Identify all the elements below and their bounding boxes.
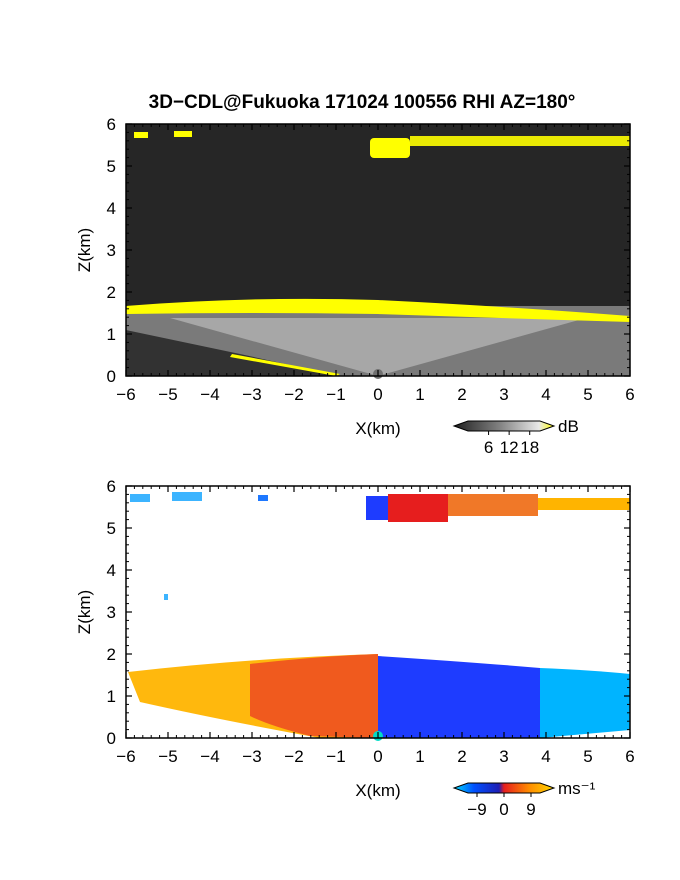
- velocity-fragment-1: [130, 494, 150, 502]
- x-tick-label: −4: [200, 747, 219, 766]
- y-tick-label: 2: [107, 645, 116, 664]
- velocity-fragment-3: [258, 495, 268, 501]
- cloud-echo-fragment-2: [174, 131, 192, 137]
- velocity-colorbar-tick-label: 0: [499, 800, 508, 819]
- x-tick-label: −1: [326, 385, 345, 404]
- velocity-field: [128, 492, 630, 741]
- y-tick-label: 5: [107, 519, 116, 538]
- ground-clutter-echo: [230, 354, 340, 376]
- x-tick-label: 4: [541, 747, 550, 766]
- reflectivity-y-label: Z(km): [75, 228, 94, 272]
- y-tick-label: 3: [107, 603, 116, 622]
- x-tick-label: 5: [583, 385, 592, 404]
- velocity-colorbar-gradient: [452, 782, 556, 794]
- velocity-axes: −6 −5 −4 −3 −2 −1 0 1 2 3 4 5 6 0 1 2 3 4 5 6: [107, 477, 635, 766]
- x-tick-label: 0: [373, 385, 382, 404]
- velocity-colorbar-unit: ms⁻¹: [558, 779, 596, 798]
- x-tick-label: 2: [457, 747, 466, 766]
- x-tick-label: −3: [242, 385, 261, 404]
- velocity-panel: −6 −5 −4 −3 −2 −1 0 1 2 3 4 5 6 0 1 2 3 4 5 6 X(km) Z(km) −…: [75, 477, 635, 819]
- y-tick-label: 4: [107, 561, 116, 580]
- cloud-velocity-tail-1: [448, 494, 538, 516]
- x-tick-label: −2: [284, 385, 303, 404]
- velocity-fragment-2: [172, 492, 202, 501]
- velocity-recede-core: [378, 656, 540, 738]
- velocity-fragment-4: [164, 594, 168, 600]
- y-tick-label: 1: [107, 687, 116, 706]
- reflectivity-colorbar-gradient: [452, 420, 556, 432]
- x-tick-label: −6: [116, 385, 135, 404]
- reflectivity-x-label: X(km): [355, 419, 400, 438]
- cloud-echo-fragment-1: [134, 132, 148, 138]
- y-tick-label: 0: [107, 729, 116, 748]
- y-tick-label: 6: [107, 115, 116, 134]
- x-tick-label: −4: [200, 385, 219, 404]
- reflectivity-colorbar-tick-label: 18: [520, 438, 539, 457]
- velocity-approach-core: [250, 654, 378, 738]
- reflectivity-axes: −6 −5 −4 −3 −2 −1 0 1 2 3 4 5 6 0 1 2 3 4 5 6: [107, 115, 635, 404]
- velocity-x-label: X(km): [355, 781, 400, 800]
- chart-title: 3D−CDL@Fukuoka 171024 100556 RHI AZ=180°: [149, 92, 576, 113]
- velocity-colorbar-tick-label: 9: [526, 800, 535, 819]
- x-tick-label: 6: [625, 747, 634, 766]
- velocity-colorbar-tick-label: −9: [467, 800, 486, 819]
- x-tick-label: 1: [415, 385, 424, 404]
- reflectivity-colorbar: 6 12 18 dB: [452, 417, 579, 457]
- x-tick-label: −5: [158, 385, 177, 404]
- x-tick-label: 1: [415, 747, 424, 766]
- y-tick-label: 1: [107, 325, 116, 344]
- velocity-colorbar: −9 0 9 ms⁻¹: [452, 779, 596, 819]
- cloud-velocity-receding: [366, 496, 390, 520]
- x-tick-label: −5: [158, 747, 177, 766]
- x-tick-label: −6: [116, 747, 135, 766]
- velocity-recede-outer: [540, 668, 630, 738]
- x-tick-label: 3: [499, 385, 508, 404]
- aerosol-radial-fan: [170, 318, 586, 376]
- velocity-plot-area: [125, 485, 631, 741]
- cloud-echo-tail: [410, 136, 630, 146]
- x-tick-label: 0: [373, 747, 382, 766]
- x-tick-label: −1: [326, 747, 345, 766]
- x-tick-label: 6: [625, 385, 634, 404]
- reflectivity-colorbar-tick-label: 12: [500, 438, 519, 457]
- reflectivity-field: [126, 131, 630, 379]
- y-tick-label: 5: [107, 157, 116, 176]
- y-tick-label: 3: [107, 241, 116, 260]
- x-tick-label: 4: [541, 385, 550, 404]
- x-tick-label: −3: [242, 747, 261, 766]
- cloud-velocity-approaching: [388, 494, 448, 522]
- boundary-layer-top-echo: [126, 298, 630, 322]
- x-tick-label: 3: [499, 747, 508, 766]
- x-tick-label: −2: [284, 747, 303, 766]
- cloud-echo-core: [370, 138, 410, 158]
- y-tick-label: 2: [107, 283, 116, 302]
- reflectivity-colorbar-unit: dB: [558, 417, 579, 436]
- reflectivity-plot-area: [125, 123, 631, 379]
- velocity-y-label: Z(km): [75, 590, 94, 634]
- y-tick-label: 0: [107, 367, 116, 386]
- cloud-velocity-tail-2: [538, 498, 630, 510]
- x-tick-label: 5: [583, 747, 592, 766]
- y-tick-label: 4: [107, 199, 116, 218]
- x-tick-label: 2: [457, 385, 466, 404]
- reflectivity-colorbar-tick-label: 6: [484, 438, 493, 457]
- y-tick-label: 6: [107, 477, 116, 496]
